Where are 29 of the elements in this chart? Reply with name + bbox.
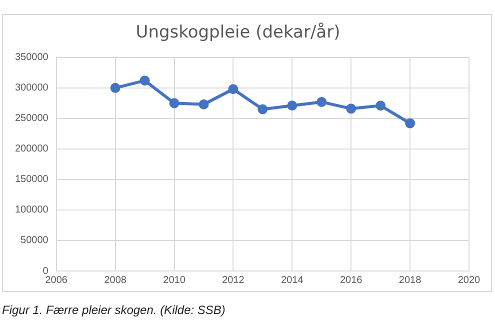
point xyxy=(346,104,356,114)
y-tick-label: 0 xyxy=(42,266,49,277)
point xyxy=(228,84,238,94)
point xyxy=(405,118,416,128)
x-tick-label: 2008 xyxy=(104,274,127,286)
point xyxy=(287,100,298,111)
y-tick-label: 150000 xyxy=(14,174,49,186)
point xyxy=(198,99,209,110)
x-tick-label: 2018 xyxy=(398,274,422,286)
x-tick-label: 2014 xyxy=(281,274,304,286)
y-tick-label: 300000 xyxy=(14,82,49,94)
y-tick-label: 250000 xyxy=(14,113,49,124)
y-tick-label: 200000 xyxy=(14,144,49,155)
point xyxy=(376,100,386,111)
y-tick-label: 50000 xyxy=(20,235,49,246)
y-tick-label: 350000 xyxy=(14,52,49,64)
point xyxy=(258,104,268,114)
x-tick-label: 2010 xyxy=(163,274,186,286)
text: Figur 1. Færre pleier skogen. (Kilde: SSB) xyxy=(2,303,226,317)
x-tick-label: 2016 xyxy=(340,274,363,286)
point xyxy=(140,76,150,86)
point xyxy=(169,98,180,108)
point xyxy=(110,82,120,93)
x-tick-label: 2020 xyxy=(458,274,481,286)
y-tick-label: 100000 xyxy=(14,204,49,216)
point xyxy=(316,96,327,107)
x-tick-label: 2006 xyxy=(45,274,68,286)
chart-title: Ungskogpleie (dekar/år) xyxy=(136,22,340,43)
x-tick-label: 2012 xyxy=(222,274,245,286)
